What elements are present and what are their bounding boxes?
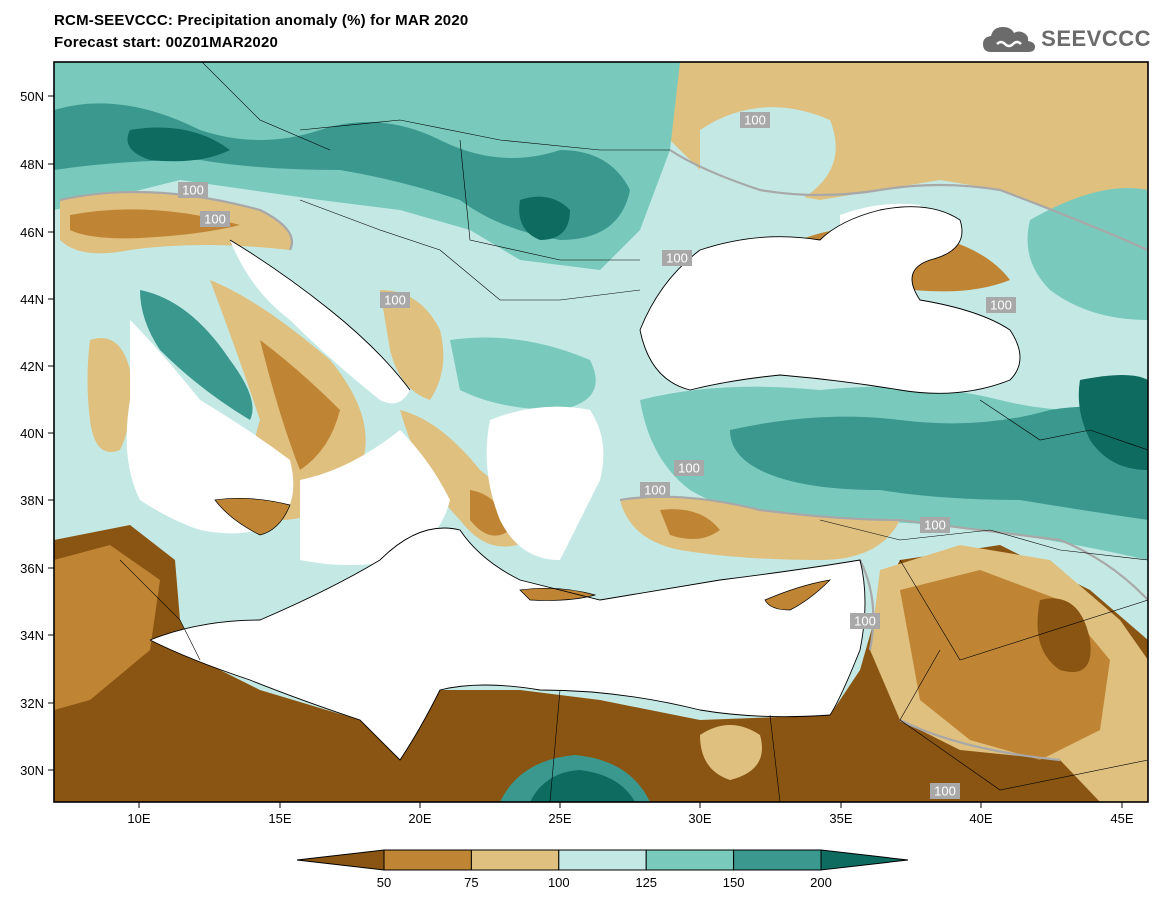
contour-100-lines: [59, 149, 1148, 762]
longitude-axis: 10E 15E 20E 25E 30E 35E 40E 45E: [127, 802, 1134, 826]
contour-label: 100: [934, 784, 956, 799]
anomaly-region-south-turkey-mid: [660, 509, 720, 539]
colorbar-swatch: [645, 849, 735, 871]
lat-tick: 48N: [20, 157, 44, 172]
lat-tick: 32N: [20, 696, 44, 711]
lat-tick: 30N: [20, 763, 44, 778]
contour-labels: 100 100 100 100 100 100 100 100 100 100 …: [178, 112, 1016, 799]
colorbar-label: 125: [635, 875, 657, 890]
map-title: RCM-SEEVCCC: Precipitation anomaly (%) f…: [54, 12, 469, 29]
lon-tick: 40E: [969, 811, 992, 826]
anomaly-region-ukraine-wet: [700, 107, 836, 200]
cloud-logo-icon: [983, 27, 1036, 52]
anomaly-region-africa-mid: [54, 545, 160, 710]
lon-tick: 15E: [268, 811, 291, 826]
contour-label: 100: [990, 298, 1012, 313]
aegean-sea: [486, 406, 604, 560]
contour-label: 100: [666, 251, 688, 266]
lon-tick: 20E: [408, 811, 431, 826]
cyprus-land: [764, 579, 832, 611]
crete-land: [519, 587, 597, 601]
anomaly-region-east-turkey-core: [1078, 375, 1148, 470]
lat-tick: 44N: [20, 292, 44, 307]
tyrrhenian-sea: [126, 320, 294, 534]
logo-text: SEEVCCC: [1041, 26, 1151, 51]
lat-tick: 46N: [20, 225, 44, 240]
contour-label: 100: [204, 212, 226, 227]
lat-tick: 50N: [20, 89, 44, 104]
colorbar-label: 75: [464, 875, 478, 890]
lon-tick: 10E: [127, 811, 150, 826]
anomaly-region-carpathian-core: [519, 196, 570, 240]
sea-of-azov: [840, 203, 923, 237]
anomaly-region-italy-west-wet: [140, 290, 253, 420]
anomaly-region-iraq-dry: [1037, 598, 1091, 672]
contour-label: 100: [644, 483, 666, 498]
contour-label: 100: [384, 293, 406, 308]
contour-label: 100: [678, 461, 700, 476]
lon-tick: 25E: [548, 811, 571, 826]
anomaly-region-libya-wet-core: [530, 770, 635, 802]
lat-tick: 38N: [20, 493, 44, 508]
coastlines: [149, 206, 1021, 761]
lon-tick: 45E: [1110, 811, 1133, 826]
colorbar-label: 100: [548, 875, 570, 890]
colorbar-swatch: [558, 849, 647, 871]
lat-tick: 40N: [20, 426, 44, 441]
anomaly-region-anatolia-dark: [730, 406, 1148, 520]
colorbar-swatch: [470, 849, 560, 871]
anomaly-region-austria-core: [127, 127, 230, 162]
map-frame: [53, 61, 1149, 803]
colorbar-swatch: [383, 849, 472, 871]
colorbar: 50 75 100 125 150 200: [296, 849, 909, 890]
lat-tick: 36N: [20, 561, 44, 576]
contour-label: 100: [744, 113, 766, 128]
anomaly-region-africa-dry: [54, 525, 1148, 802]
map-area: 100 100 100 100 100 100 100 100 100 100 …: [54, 62, 1148, 802]
black-sea: [640, 206, 1020, 394]
country-borders: [119, 62, 1148, 802]
anomaly-region-caucasus-wet: [1027, 188, 1148, 320]
anomaly-region-italy-mid: [260, 340, 340, 470]
anomaly-region-greece-mid: [470, 490, 510, 536]
colorbar-swatch: [296, 849, 385, 871]
lon-tick: 30E: [688, 811, 711, 826]
ionian-sea: [300, 430, 450, 565]
seevccc-logo: SEEVCCC: [981, 22, 1151, 56]
contour-label: 100: [924, 518, 946, 533]
anomaly-region-sardinia-tan: [87, 338, 132, 452]
anomaly-region-balkan-wet: [450, 337, 596, 410]
lat-tick: 34N: [20, 628, 44, 643]
contour-label: 100: [854, 614, 876, 629]
colorbar-label: 200: [810, 875, 832, 890]
anomaly-region-dinaric-tan: [380, 290, 444, 400]
colorbar-label: 50: [377, 875, 391, 890]
latitude-axis: 50N 48N 46N 44N 42N 40N 38N 36N 34N 32N …: [20, 89, 54, 778]
adriatic-sea: [230, 240, 410, 404]
contour-label: 100: [182, 183, 204, 198]
colorbar-swatch: [733, 849, 822, 871]
forecast-start-label: Forecast start: 00Z01MAR2020: [54, 34, 279, 51]
colorbar-label: 150: [723, 875, 745, 890]
colorbar-swatch: [820, 849, 909, 871]
anomaly-region-north-italy-mid: [70, 209, 240, 239]
sicily-land: [214, 497, 291, 536]
lon-tick: 35E: [829, 811, 852, 826]
lat-tick: 42N: [20, 359, 44, 374]
anomaly-region-egypt-tan: [700, 725, 762, 780]
